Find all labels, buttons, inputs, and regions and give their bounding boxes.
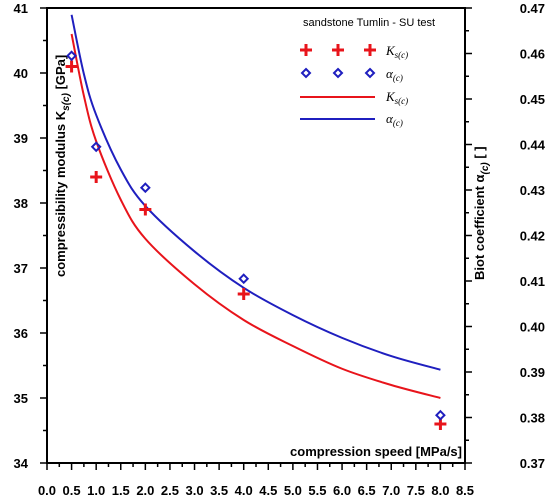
x-tick-label: 8.0 xyxy=(431,483,449,498)
ks-data-point xyxy=(237,288,250,300)
legend-label-alpha-curve: α(c) xyxy=(386,111,403,128)
x-tick-label: 4.0 xyxy=(235,483,253,498)
chart-title: sandstone Tumlin - SU test xyxy=(303,17,435,29)
alpha-data-point xyxy=(90,141,102,153)
x-tick-label: 7.5 xyxy=(407,483,425,498)
x-tick-label: 4.5 xyxy=(259,483,277,498)
x-tick-label: 2.5 xyxy=(161,483,179,498)
x-tick-label: 2.0 xyxy=(136,483,154,498)
y-right-tick-label: 0.42 xyxy=(520,229,545,244)
y-right-tick-label: 0.46 xyxy=(520,47,545,62)
y-right-tick-label: 0.40 xyxy=(520,320,545,335)
alpha-data-point xyxy=(238,273,250,285)
x-tick-label: 6.5 xyxy=(358,483,376,498)
y-left-tick-label: 39 xyxy=(14,131,28,146)
y-right-tick-label: 0.44 xyxy=(520,138,546,153)
alpha-data-point xyxy=(139,182,151,194)
ks-fit-curve xyxy=(70,33,441,399)
x-axis-title: compression speed [MPa/s] xyxy=(290,444,462,459)
y-right-tick-label: 0.47 xyxy=(520,1,545,16)
y-left-tick-label: 41 xyxy=(14,1,28,16)
y-right-tick-label: 0.43 xyxy=(520,183,545,198)
legend-plus-markers xyxy=(300,44,376,56)
y-left-tick-label: 35 xyxy=(14,391,28,406)
tick-marks xyxy=(40,7,472,470)
alpha-data-point xyxy=(66,50,78,62)
legend-diamond-markers xyxy=(300,67,376,79)
y-left-axis-title: compressibility modulus Ks(c) [GPa] xyxy=(53,55,72,277)
x-tick-label: 6.0 xyxy=(333,483,351,498)
y-left-tick-label: 34 xyxy=(14,456,29,471)
data-points xyxy=(65,50,447,430)
y-left-tick-label: 38 xyxy=(14,196,28,211)
x-tick-label: 3.5 xyxy=(210,483,228,498)
ks-data-point xyxy=(65,60,78,73)
y-left-tick-labels: 34 35 36 37 38 39 40 41 xyxy=(14,1,29,471)
y-right-tick-label: 0.37 xyxy=(520,456,545,471)
x-tick-label: 8.5 xyxy=(456,483,474,498)
y-right-tick-labels: 0.37 0.38 0.39 0.40 0.41 0.42 0.43 0.44 0.45 0.46… xyxy=(520,1,546,471)
x-tick-label: 7.0 xyxy=(382,483,400,498)
legend: Ks(c) α(c) Ks(c) α(c) xyxy=(300,43,408,128)
y-left-tick-label: 37 xyxy=(14,261,28,276)
x-tick-label: 0.5 xyxy=(63,483,81,498)
y-right-tick-label: 0.41 xyxy=(520,274,545,289)
x-tick-label: 5.0 xyxy=(284,483,302,498)
x-tick-labels: 0.0 0.5 1.0 1.5 2.0 2.5 3.0 3.5 4.0 4.5 5.0 5.5 6.0 6… xyxy=(38,483,474,498)
y-right-tick-label: 0.38 xyxy=(520,411,545,426)
y-left-tick-label: 40 xyxy=(14,66,28,81)
y-left-tick-label: 36 xyxy=(14,326,28,341)
legend-label-ks-curve: Ks(c) xyxy=(385,89,408,106)
legend-label-ks-points: Ks(c) xyxy=(385,43,408,60)
legend-label-alpha-points: α(c) xyxy=(386,66,403,83)
y-right-axis-title: Biot coefficient α(c) [ ] xyxy=(472,146,491,280)
ks-data-point xyxy=(139,203,152,216)
x-tick-label: 5.5 xyxy=(308,483,326,498)
y-right-tick-label: 0.45 xyxy=(520,92,545,107)
x-tick-label: 3.0 xyxy=(185,483,203,498)
fit-curves xyxy=(70,14,441,399)
alpha-data-point xyxy=(434,409,446,421)
x-tick-label: 1.0 xyxy=(87,483,105,498)
x-tick-label: 1.5 xyxy=(112,483,130,498)
x-tick-label: 0.0 xyxy=(38,483,56,498)
alpha-fit-curve xyxy=(70,14,441,371)
y-right-tick-label: 0.39 xyxy=(520,365,545,380)
ks-data-point xyxy=(90,171,103,183)
